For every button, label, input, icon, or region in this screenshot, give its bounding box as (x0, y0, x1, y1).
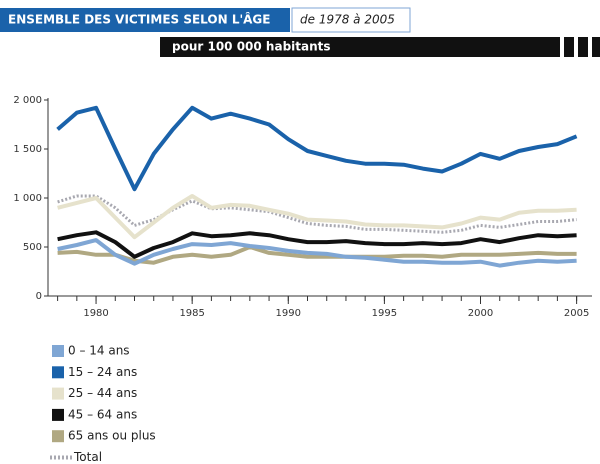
legend-label: 65 ans ou plus (68, 429, 156, 443)
y-tick-label: 500 (23, 242, 42, 253)
stripe (560, 37, 564, 57)
line (57, 238, 577, 268)
x-tick-label: 2005 (564, 308, 589, 319)
stripe (588, 37, 592, 57)
unit-label: pour 100 000 habitants (172, 40, 331, 54)
legend-swatch (52, 366, 64, 379)
x-tick-label: 1995 (372, 308, 397, 319)
chart-title: ENSEMBLE DES VICTIMES SELON L'ÂGE (8, 12, 270, 27)
title-bar (0, 8, 290, 32)
y-tick-label: 0 (36, 291, 42, 302)
line (56, 105, 578, 192)
legend-swatch (52, 430, 64, 443)
legend-label: 15 – 24 ans (68, 365, 137, 379)
line (57, 194, 577, 240)
line (57, 230, 577, 259)
chart-subtitle: de 1978 à 2005 (300, 13, 395, 27)
stripe (574, 37, 578, 57)
subtitle-box (291, 7, 411, 33)
y-tick-label: 1 000 (13, 193, 42, 204)
line (57, 245, 577, 265)
y-tick-label: 1 500 (13, 144, 42, 155)
x-tick-label: 1985 (179, 308, 204, 319)
legend-label: 25 – 44 ans (68, 386, 137, 400)
legend-label: Total (73, 450, 102, 464)
x-tick-label: 1980 (83, 308, 108, 319)
x-tick-label: 1990 (276, 308, 301, 319)
legend-swatch (52, 408, 64, 421)
legend-swatch (52, 345, 64, 357)
legend-label: 0 – 14 ans (68, 344, 130, 358)
unit-bar (160, 37, 600, 57)
legend-swatch (52, 387, 64, 400)
line (57, 194, 577, 234)
y-tick-label: 2 000 (13, 95, 42, 106)
legend-label: 45 – 64 ans (68, 407, 137, 421)
x-tick-label: 2000 (468, 308, 493, 319)
